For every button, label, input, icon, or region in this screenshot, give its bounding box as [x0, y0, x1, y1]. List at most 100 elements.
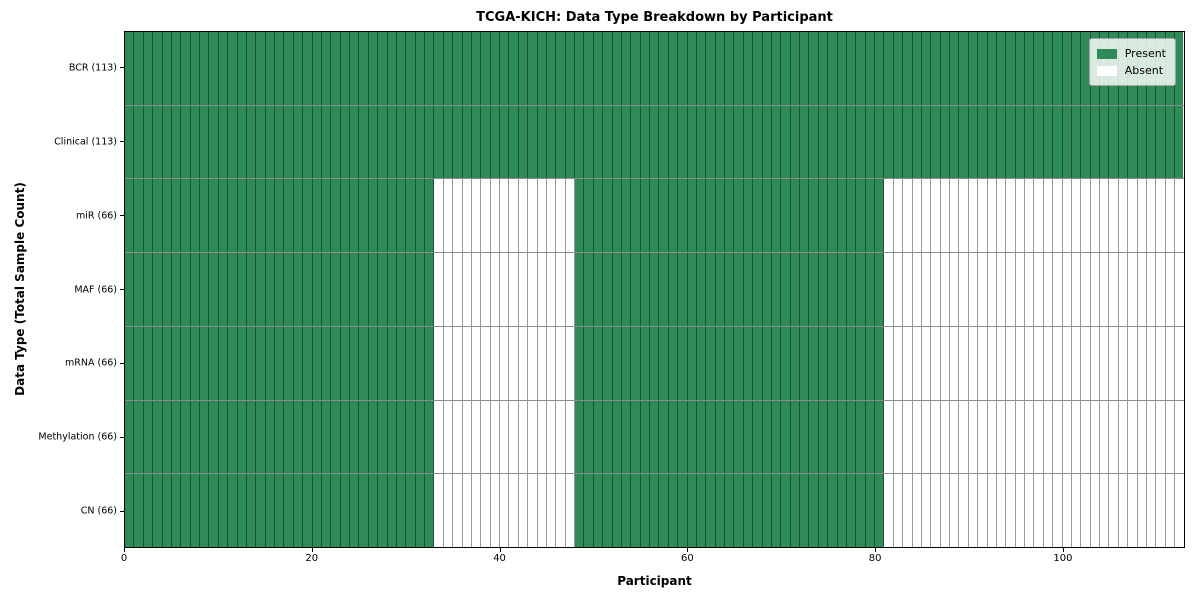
- heatmap-cell: [1156, 253, 1166, 326]
- heatmap-cell: [153, 179, 163, 253]
- heatmap-cell: [706, 105, 716, 179]
- heatmap-cell: [1034, 400, 1044, 474]
- heatmap-cell: [696, 400, 707, 474]
- heatmap-cell: [340, 105, 350, 179]
- heatmap-cell: [256, 326, 266, 400]
- heatmap-cell: [762, 474, 772, 548]
- heatmap-cell: [828, 32, 838, 105]
- heatmap-cell: [359, 179, 369, 253]
- heatmap-cell: [921, 32, 932, 105]
- heatmap-cell: [415, 400, 425, 474]
- heatmap-cell: [1146, 105, 1157, 179]
- heatmap-cell: [950, 474, 960, 548]
- heatmap-cell: [1128, 105, 1138, 179]
- heatmap-cell: [415, 326, 425, 400]
- heatmap-cell: [228, 179, 238, 253]
- heatmap-cell: [453, 179, 463, 253]
- heatmap-cell: [940, 179, 950, 253]
- heatmap-cell: [875, 474, 885, 548]
- heatmap-cell: [668, 179, 679, 253]
- heatmap-cell: [481, 474, 491, 548]
- heatmap-cell: [875, 326, 885, 400]
- heatmap-cell: [237, 474, 247, 548]
- heatmap-cell: [528, 474, 538, 548]
- heatmap-cell: [1156, 105, 1166, 179]
- heatmap-cell: [246, 400, 257, 474]
- heatmap-cell: [640, 105, 650, 179]
- heatmap-cell: [190, 400, 200, 474]
- heatmap-cell: [612, 105, 622, 179]
- heatmap-cell: [809, 105, 819, 179]
- heatmap-cell: [931, 253, 941, 326]
- heatmap-cell: [921, 253, 932, 326]
- heatmap-cell: [706, 179, 716, 253]
- heatmap-cell: [425, 400, 435, 474]
- heatmap-cell: [762, 326, 772, 400]
- heatmap-cell: [650, 32, 660, 105]
- heatmap-cell: [575, 326, 585, 400]
- heatmap-cell: [1043, 105, 1054, 179]
- heatmap-cell: [875, 253, 885, 326]
- heatmap-cell: [190, 253, 200, 326]
- heatmap-cell: [621, 32, 632, 105]
- heatmap-cell: [303, 32, 313, 105]
- heatmap-cell: [537, 179, 547, 253]
- heatmap-cell: [284, 105, 294, 179]
- heatmap-cell: [696, 253, 707, 326]
- heatmap-cell: [265, 179, 275, 253]
- heatmap-cell: [1053, 253, 1063, 326]
- heatmap-cell: [425, 326, 435, 400]
- heatmap-cell: [762, 179, 772, 253]
- heatmap-cell: [1015, 326, 1025, 400]
- heatmap-cell: [350, 105, 360, 179]
- heatmap-cell: [659, 253, 669, 326]
- heatmap-cell: [856, 179, 866, 253]
- heatmap-cell: [771, 474, 782, 548]
- heatmap-cell: [575, 253, 585, 326]
- heatmap-cell: [1034, 326, 1044, 400]
- heatmap-cell: [715, 253, 725, 326]
- heatmap-cell: [1156, 179, 1166, 253]
- heatmap-cell: [809, 32, 819, 105]
- heatmap-row-BCR: [125, 32, 1184, 106]
- heatmap-cell: [828, 179, 838, 253]
- heatmap-cell: [368, 474, 379, 548]
- y-tick-label: mRNA (66): [65, 357, 117, 369]
- heatmap-cell: [246, 105, 257, 179]
- heatmap-cell: [537, 326, 547, 400]
- heatmap-cell: [678, 32, 688, 105]
- heatmap-cell: [575, 400, 585, 474]
- heatmap-cell: [565, 32, 575, 105]
- heatmap-cell: [134, 400, 144, 474]
- heatmap-cell: [378, 326, 388, 400]
- x-tick-label: 80: [868, 553, 882, 564]
- heatmap-cell: [218, 326, 229, 400]
- heatmap-cell: [734, 105, 744, 179]
- y-tick-mark: [120, 436, 124, 438]
- heatmap-cell: [800, 179, 810, 253]
- heatmap-cell: [884, 105, 894, 179]
- heatmap-cell: [368, 400, 379, 474]
- heatmap-cell: [846, 400, 857, 474]
- heatmap-cell: [846, 105, 857, 179]
- heatmap-cell: [931, 474, 941, 548]
- heatmap-cell: [734, 179, 744, 253]
- heatmap-cell: [228, 400, 238, 474]
- heatmap-cell: [153, 326, 163, 400]
- heatmap-cell: [987, 253, 997, 326]
- heatmap-cell: [321, 179, 332, 253]
- heatmap-cell: [340, 400, 350, 474]
- heatmap-cell: [1175, 400, 1184, 474]
- heatmap-cell: [275, 326, 285, 400]
- heatmap-cell: [171, 32, 182, 105]
- heatmap-cell: [509, 105, 519, 179]
- heatmap-cell: [368, 179, 379, 253]
- heatmap-cell: [828, 326, 838, 400]
- heatmap-cell: [912, 32, 922, 105]
- heatmap-cell: [1025, 32, 1035, 105]
- heatmap-cell: [200, 400, 210, 474]
- heatmap-cell: [715, 32, 725, 105]
- heatmap-cell: [668, 253, 679, 326]
- heatmap-cell: [312, 105, 322, 179]
- heatmap-cell: [181, 400, 191, 474]
